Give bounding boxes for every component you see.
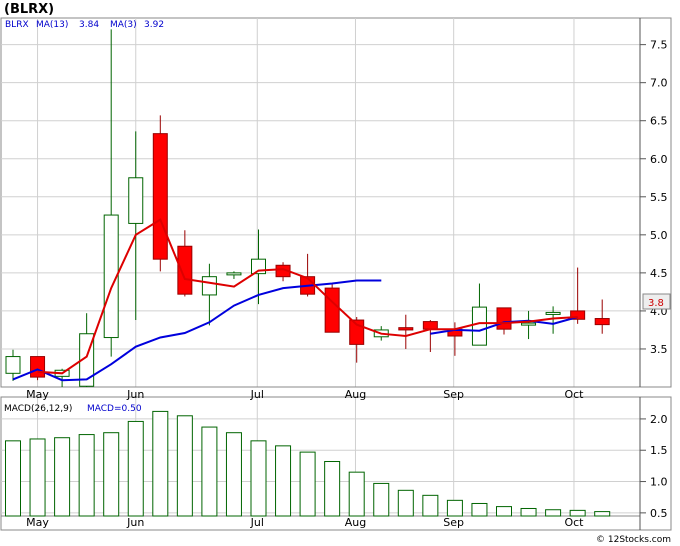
macd-bar: [225, 432, 242, 517]
legend-symbol: BLRX: [5, 20, 29, 30]
macd-bar: [569, 509, 586, 517]
candle-body: [324, 287, 340, 333]
macd-bar: [594, 511, 611, 517]
candle-body: [422, 321, 438, 330]
macd-axis: 0.5 1.0 1.5 2.0: [639, 397, 668, 530]
candle-body: [398, 327, 414, 331]
macd-bar: [397, 489, 414, 517]
macd-bar: [299, 451, 316, 517]
price-tick-label: 4.5: [650, 267, 668, 280]
macd-bar: [373, 482, 390, 517]
candle-body: [594, 318, 610, 326]
month-label: Jul: [250, 516, 264, 529]
macd-bar: [446, 499, 463, 517]
candle-body: [521, 322, 537, 326]
macd-bars: [5, 410, 611, 517]
candle-body: [5, 356, 21, 374]
candle-body: [103, 214, 119, 339]
price-tick-label: 3.5: [650, 343, 668, 356]
macd-bar: [422, 494, 439, 517]
macd-bar: [275, 445, 292, 517]
macd-bar: [127, 420, 144, 517]
price-tick-label: 7.5: [650, 39, 668, 52]
price-tick-label: 6.0: [650, 153, 668, 166]
x-axis-labels: May May Jun Jun Jul Jul Aug Aug Sep Sep Oct Oct: [26, 388, 584, 529]
candle-body: [545, 311, 561, 315]
candle-body: [496, 307, 512, 330]
candle-body: [226, 272, 242, 276]
macd-tick-label: 1.0: [650, 476, 668, 489]
macd-bar: [54, 437, 71, 517]
ticker-title: (BLRX): [4, 2, 54, 17]
macd-tick-label: 1.5: [650, 444, 668, 457]
month-label: Oct: [564, 388, 584, 401]
month-label: Aug: [345, 388, 366, 401]
macd-bar: [545, 509, 562, 517]
macd-bar: [201, 426, 218, 517]
price-tick-label: 7.0: [650, 77, 668, 90]
macd-legend-value: MACD=0.50: [87, 404, 142, 414]
footer-credit: © 12Stocks.com: [596, 535, 671, 545]
macd-bar: [29, 438, 46, 517]
price-tick-label: 5.5: [650, 191, 668, 204]
macd-bar: [496, 506, 512, 517]
macd-bar: [103, 432, 120, 517]
moving-average-lines: [12, 218, 578, 382]
macd-bar: [176, 415, 193, 517]
month-label: Oct: [564, 516, 584, 529]
month-label: May: [26, 516, 49, 529]
macd-bar: [250, 440, 267, 517]
ma3-line: [37, 218, 578, 375]
price-tick-label: 6.5: [650, 115, 668, 128]
price-axis: 3.54.04.55.05.56.06.57.07.5: [639, 18, 668, 387]
price-tick-label: 5.0: [650, 229, 668, 242]
month-label: Aug: [345, 516, 366, 529]
macd-bar: [520, 507, 537, 517]
candle-body: [570, 310, 586, 320]
price-grid: [1, 18, 671, 388]
month-label: Jul: [250, 388, 264, 401]
macd-bar: [78, 434, 95, 517]
macd-bar: [471, 502, 488, 517]
last-price-label: 3.8: [648, 298, 664, 309]
macd-bar: [324, 461, 341, 517]
legend-ma3-value: 3.92: [144, 20, 164, 30]
legend-ma13-label: MA(13): [36, 20, 68, 30]
macd-tick-label: 2.0: [650, 413, 668, 426]
last-price-badge: [642, 293, 671, 310]
macd-bar: [152, 410, 169, 517]
month-label: May: [26, 388, 49, 401]
macd-bar: [348, 471, 365, 517]
candle-body: [177, 245, 193, 295]
month-label: Jun: [126, 516, 144, 529]
legend-ma13-value: 3.84: [79, 20, 99, 30]
macd-bar: [5, 440, 21, 517]
legend-ma3-label: MA(3): [110, 20, 137, 30]
candle-body: [471, 306, 487, 346]
month-label: Jun: [126, 388, 144, 401]
macd-tick-label: 0.5: [650, 507, 668, 520]
month-label: Sep: [443, 388, 464, 401]
candle-body: [201, 276, 217, 296]
candle-body: [152, 133, 168, 260]
macd-legend-label: MACD(26,12,9): [4, 404, 72, 414]
month-label: Sep: [443, 516, 464, 529]
candle-body: [30, 356, 46, 378]
candle-body: [128, 177, 144, 224]
